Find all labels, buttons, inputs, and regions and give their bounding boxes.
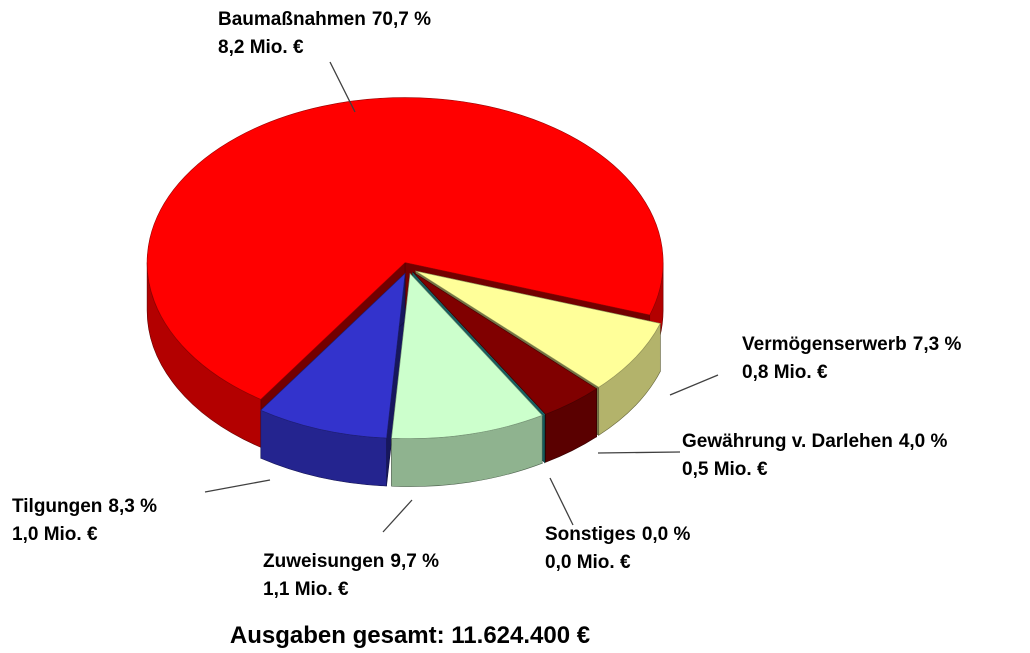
pie-tops bbox=[146, 97, 664, 439]
category-label: Vermögenserwerb bbox=[742, 334, 907, 355]
value-label: 0,0 % bbox=[642, 524, 691, 545]
slice bbox=[260, 272, 406, 439]
amount-label: 0,8 Mio. € bbox=[742, 362, 828, 383]
slice bbox=[412, 272, 545, 415]
category-label: Gewährung v. Darlehen bbox=[682, 431, 893, 452]
slice-label: Zuweisungen 9,7 % bbox=[263, 551, 439, 572]
amount-label: 8,2 Mio. € bbox=[218, 37, 304, 58]
amount-label: 0,0 Mio. € bbox=[545, 552, 631, 573]
amount-label: 1,1 Mio. € bbox=[263, 579, 349, 600]
category-label: Zuweisungen bbox=[263, 551, 384, 572]
value-label: 70,7 % bbox=[372, 9, 431, 30]
labels: Baumaßnahmen 70,7 % 8,2 Mio. € Vermögenserw… bbox=[12, 9, 961, 600]
leader-line bbox=[382, 499, 413, 533]
leader-line bbox=[204, 479, 271, 493]
value-label: 7,3 % bbox=[913, 334, 962, 355]
leader-line bbox=[669, 374, 719, 396]
category-label: Tilgungen bbox=[12, 496, 102, 517]
value-label: 9,7 % bbox=[390, 551, 439, 572]
slice bbox=[413, 272, 598, 415]
amount-label: 1,0 Mio. € bbox=[12, 524, 98, 545]
amount-label: 0,5 Mio. € bbox=[682, 459, 768, 480]
slice-label: Vermögenserwerb 7,3 % bbox=[742, 334, 961, 355]
value-label: 8,3 % bbox=[108, 496, 157, 517]
slice-label: Baumaßnahmen 70,7 % bbox=[218, 9, 431, 30]
slice bbox=[415, 270, 661, 388]
slice-label: Sonstiges 0,0 % bbox=[545, 524, 691, 545]
category-label: Sonstiges bbox=[545, 524, 636, 545]
slice bbox=[391, 272, 543, 439]
value-label: 4,0 % bbox=[899, 431, 948, 452]
leader-line bbox=[597, 451, 681, 454]
category-label: Baumaßnahmen bbox=[218, 9, 366, 30]
leader-line bbox=[329, 61, 356, 113]
slice bbox=[146, 97, 664, 400]
leader-line bbox=[549, 477, 574, 526]
slice-label: Tilgungen 8,3 % bbox=[12, 496, 157, 517]
total-label: Ausgaben gesamt: 11.624.400 € bbox=[230, 622, 590, 649]
slice-label: Gewährung v. Darlehen 4,0 % bbox=[682, 431, 948, 452]
